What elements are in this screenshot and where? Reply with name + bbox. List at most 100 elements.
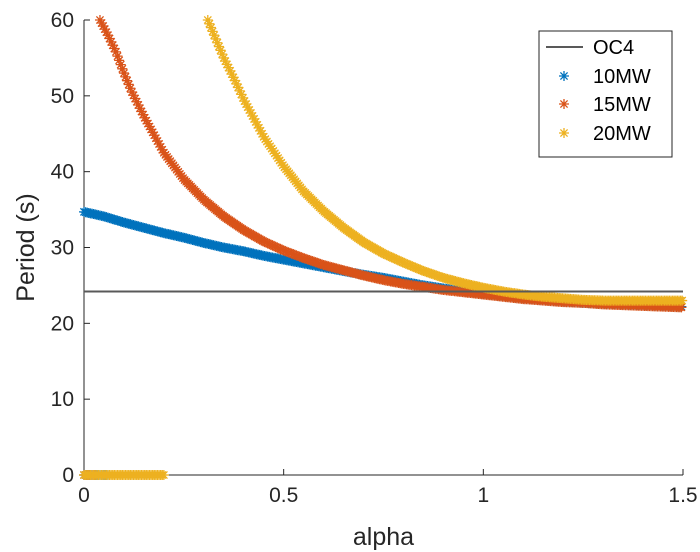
data-point [413,264,424,275]
data-point [250,116,261,127]
data-point [107,40,118,51]
x-tick-label: 1 [477,484,489,507]
data-point [109,43,120,54]
data-point [237,92,248,103]
data-point [134,103,145,114]
data-point [209,30,220,41]
legend-label-20MW: 20MW [593,123,651,145]
data-point [244,105,255,116]
data-point [154,138,165,149]
data-point [233,82,244,93]
data-point [242,102,253,113]
data-point [257,128,268,139]
data-point [412,263,423,274]
y-tick-label: 20 [51,312,74,335]
data-point [149,130,160,141]
data-point [241,99,252,110]
data-point [407,261,418,272]
data-point [255,125,266,136]
data-point [399,258,410,268]
data-point [405,260,416,271]
data-point [231,78,242,89]
data-point [152,136,163,147]
data-point [118,68,129,79]
legend: OC4 10MW 15MW 20MW [538,30,673,158]
data-point [239,96,250,107]
data-point [128,90,139,101]
data-point [212,37,223,48]
data-point [150,133,161,144]
legend-label-10MW: 10MW [593,66,651,88]
data-point [157,144,168,155]
legend-swatch-15MW [559,99,569,109]
data-point [94,15,105,25]
data-point [252,119,263,130]
x-tick-label: 0 [78,484,90,507]
data-point [126,87,137,98]
data-point [112,51,123,62]
x-axis-title: alpha [353,523,414,551]
data-point [155,141,166,152]
x-tick-label: 0.5 [269,484,298,507]
data-point [217,49,228,60]
data-point [247,110,258,121]
data-point [226,69,237,80]
data-point [400,258,411,269]
data-point [123,79,134,90]
legend-items: OC4 10MW 15MW 20MW [546,37,651,145]
data-point [215,45,226,56]
data-point [218,52,229,63]
data-point [110,46,121,57]
data-point [146,124,157,135]
legend-label-15MW: 15MW [593,94,651,116]
data-point [125,83,136,94]
data-point [102,30,113,41]
axis-ticks: 0 0.5 1 1.5 0 10 20 30 40 50 60 [51,9,698,507]
data-point [104,33,115,44]
data-point [96,18,107,29]
data-point [99,24,110,35]
data-point [138,109,149,120]
y-tick-label: 40 [51,161,74,184]
data-point [106,36,117,47]
data-point [213,41,224,52]
zero-point [158,470,169,480]
data-point [228,72,239,83]
legend-swatch-20MW [559,128,569,138]
data-point [253,122,264,133]
data-point [202,15,213,25]
data-point [402,259,413,270]
data-point [677,295,688,306]
data-point [136,106,147,117]
data-point [245,108,256,119]
data-point [236,89,247,100]
data-point [98,21,109,32]
data-point [415,264,426,275]
data-point [142,118,153,129]
data-point [220,56,231,67]
y-tick-label: 0 [62,464,74,487]
data-point [131,96,142,107]
data-point [210,33,221,44]
data-point [404,260,415,271]
data-point [144,121,155,132]
series-10MW [79,206,687,480]
data-point [147,127,158,138]
data-point [205,22,216,33]
data-point [204,18,215,29]
data-point [221,59,232,70]
y-tick-label: 30 [51,237,74,260]
data-point [115,59,126,70]
series-layer [79,15,688,480]
data-point [207,26,218,37]
y-tick-label: 10 [51,388,74,411]
data-point [408,262,419,273]
y-tick-label: 50 [51,85,74,108]
data-point [676,302,687,313]
data-point [223,62,234,73]
data-point [416,265,427,276]
data-point [101,27,112,38]
y-tick-label: 60 [51,9,74,32]
data-point [141,115,152,126]
